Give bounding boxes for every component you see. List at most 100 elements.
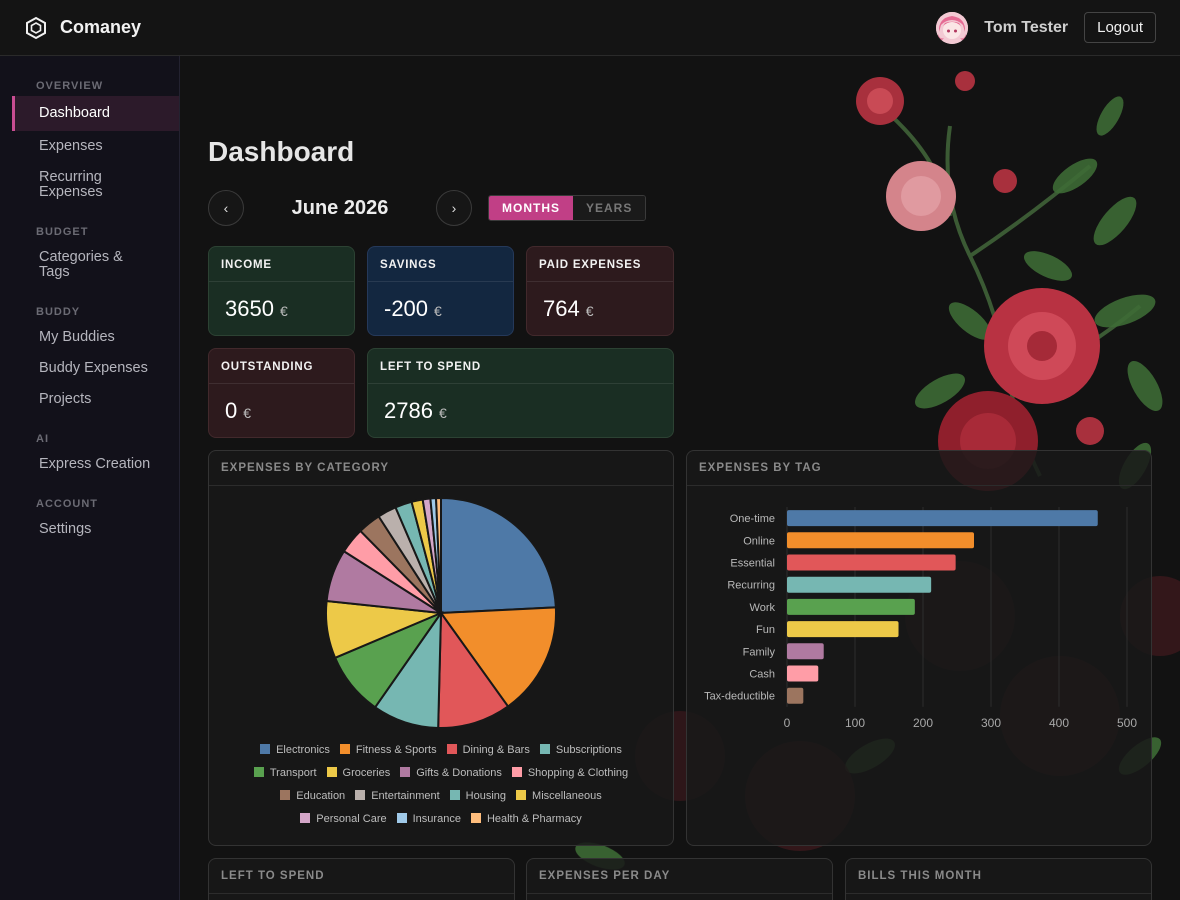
brand-logo-icon [26, 16, 46, 39]
legend-swatch [446, 744, 457, 754]
legend-item[interactable]: Shopping & Clothing [511, 762, 629, 785]
x-tick-label: 0 [784, 716, 791, 730]
savings-currency: € [434, 303, 442, 319]
sidebar-item-my-buddies[interactable]: My Buddies [39, 329, 115, 345]
legend-item[interactable]: Health & Pharmacy [470, 808, 582, 831]
chevron-left-icon: ‹ [223, 200, 229, 216]
bar[interactable] [787, 665, 819, 682]
legend-item[interactable]: Housing [449, 785, 507, 808]
outstanding-label: OUTSTANDING [209, 349, 354, 384]
income-label: INCOME [209, 247, 354, 282]
paid-expenses-value: 764 [543, 296, 580, 321]
bar[interactable] [787, 554, 956, 571]
legend-swatch [280, 790, 291, 800]
savings-value: -200 [384, 296, 429, 321]
expenses-by-tag-title: EXPENSES BY TAG [687, 451, 1151, 486]
next-period-button[interactable]: › [436, 190, 472, 226]
pie-slice[interactable] [440, 496, 557, 615]
legend-item[interactable]: Personal Care [300, 808, 387, 831]
legend-label: Personal Care [316, 813, 387, 825]
legend-item[interactable]: Miscellaneous [516, 785, 602, 808]
legend-item[interactable]: Dining & Bars [446, 739, 530, 762]
period-selector: ‹ June 2026 › MONTHS YEARS [208, 190, 647, 226]
left-to-spend-label: LEFT TO SPEND [368, 349, 673, 384]
bar[interactable] [787, 532, 974, 549]
outstanding-card: OUTSTANDING 0 € [208, 348, 355, 438]
legend-swatch [539, 744, 550, 754]
left-to-spend-panel: LEFT TO SPEND [208, 858, 515, 900]
sidebar-item-recurring-expenses[interactable]: Recurring Expenses [39, 169, 103, 200]
y-category-label: Fun [756, 624, 775, 636]
bar[interactable] [787, 510, 1098, 527]
y-category-label: Online [743, 535, 775, 547]
legend-label: Health & Pharmacy [486, 813, 582, 825]
bar[interactable] [787, 687, 804, 704]
y-category-label: Tax-deductible [704, 691, 775, 703]
left-to-spend-card: LEFT TO SPEND 2786 € [367, 348, 674, 438]
sidebar-item-categories-tags[interactable]: Categories & Tags [39, 249, 123, 280]
legend-swatch [300, 813, 311, 823]
legend-swatch [396, 813, 407, 823]
sidebar-item-expenses[interactable]: Expenses [39, 138, 103, 154]
paid-expenses-card: PAID EXPENSES 764 € [526, 246, 674, 336]
top-bar: Comaney Tom Tester Logout [0, 0, 1180, 56]
pie-slice[interactable] [439, 606, 557, 708]
legend-swatch [516, 790, 527, 800]
paid-expenses-label: PAID EXPENSES [527, 247, 673, 282]
legend-label: Gifts & Donations [416, 767, 502, 779]
legend-label: Housing [465, 790, 507, 802]
legend-item[interactable]: Subscriptions [539, 739, 622, 762]
legend-swatch [260, 744, 271, 754]
chevron-right-icon: › [451, 200, 457, 216]
logout-button[interactable]: Logout [1084, 12, 1156, 43]
period-toggle: MONTHS YEARS [488, 195, 647, 221]
nav-section-title: ACCOUNT [36, 498, 98, 510]
bar[interactable] [787, 576, 932, 593]
previous-period-button[interactable]: ‹ [208, 190, 244, 226]
income-card: INCOME 3650 € [208, 246, 355, 336]
sidebar-item-express-creation[interactable]: Express Creation [39, 456, 151, 472]
legend-swatch [339, 744, 350, 754]
pie-slice[interactable] [437, 609, 510, 729]
legend-item[interactable]: Insurance [396, 808, 461, 831]
legend-label: Shopping & Clothing [527, 767, 629, 779]
left-to-spend-value: 2786 [384, 398, 433, 423]
period-label: June 2026 [291, 196, 389, 219]
x-tick-label: 500 [1117, 716, 1137, 730]
legend-item[interactable]: Entertainment [355, 785, 440, 808]
legend-item[interactable]: Fitness & Sports [339, 739, 437, 762]
bar[interactable] [787, 598, 915, 615]
months-toggle[interactable]: MONTHS [489, 196, 573, 220]
legend-label: Education [296, 790, 346, 802]
sidebar-item-buddy-expenses[interactable]: Buddy Expenses [39, 360, 148, 376]
page-title: Dashboard [208, 136, 355, 167]
pie-slice[interactable] [435, 496, 442, 614]
bills-this-month-title: BILLS THIS MONTH [846, 859, 1151, 894]
bar[interactable] [787, 643, 824, 660]
y-category-label: Family [743, 646, 776, 658]
sidebar-item-projects[interactable]: Projects [39, 391, 92, 407]
legend-swatch [470, 813, 481, 823]
main-content: Dashboard ‹ June 2026 › MONTHS YEARS INC… [180, 56, 1180, 900]
y-category-label: One-time [730, 513, 775, 525]
expenses-per-day-title: EXPENSES PER DAY [527, 859, 832, 894]
legend-label: Dining & Bars [462, 744, 530, 756]
legend-label: Transport [269, 767, 317, 779]
expenses-by-tag-bar-chart: 0 100 200 300 400 500 One-time Online Essential R… [704, 507, 1137, 730]
expenses-by-category-panel: EXPENSES BY CATEGORY Electronics Fitness … [208, 450, 674, 846]
sidebar-item-settings[interactable]: Settings [39, 521, 92, 537]
sidebar-item-dashboard[interactable]: Dashboard [12, 96, 179, 131]
avatar[interactable] [936, 11, 969, 44]
legend-item[interactable]: Groceries [326, 762, 390, 785]
legend-item[interactable]: Electronics [260, 739, 330, 762]
legend-item[interactable]: Education [280, 785, 345, 808]
legend-item[interactable]: Gifts & Donations [400, 762, 502, 785]
nav-section-title: AI [36, 433, 49, 445]
legend-item[interactable]: Transport [253, 762, 317, 785]
legend-swatch [511, 767, 522, 777]
legend-swatch [400, 767, 411, 777]
brand[interactable]: Comaney [24, 16, 141, 40]
bar[interactable] [787, 621, 899, 638]
years-toggle[interactable]: YEARS [573, 196, 646, 220]
expenses-per-day-panel: EXPENSES PER DAY [526, 858, 833, 900]
